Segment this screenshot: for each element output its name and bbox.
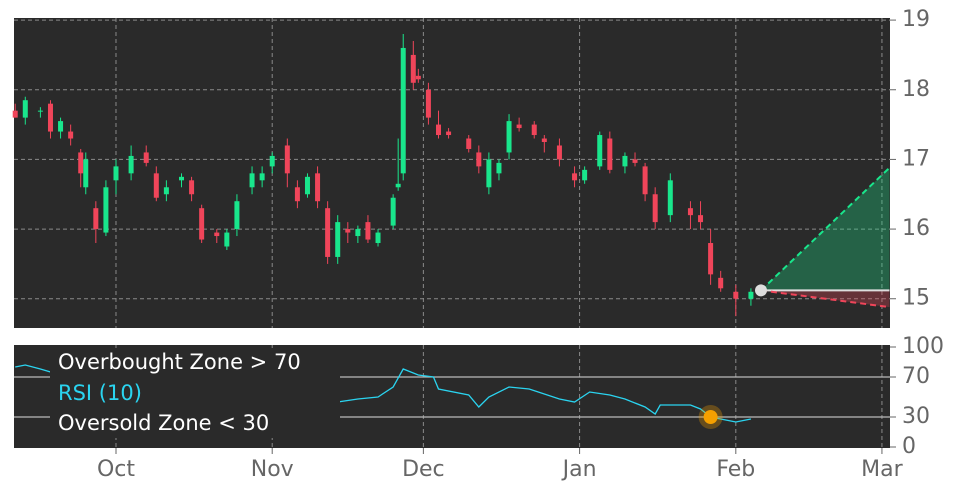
candle-body	[607, 138, 613, 170]
legend-overbought: Overbought Zone > 70	[58, 350, 301, 374]
legend-oversold: Oversold Zone < 30	[58, 411, 269, 435]
candle-body	[249, 173, 255, 188]
candle-body	[58, 121, 64, 132]
x-tick-label: Feb	[716, 457, 755, 482]
y-tick-label: 16	[902, 216, 930, 241]
candle-body	[269, 155, 275, 167]
candle-body	[733, 291, 739, 299]
candle-body	[335, 222, 341, 257]
candle-body	[556, 145, 562, 160]
candle-body	[516, 124, 522, 129]
candle-body	[531, 124, 537, 136]
candle-body	[718, 277, 724, 289]
candle-body	[400, 47, 406, 174]
candle-body	[103, 187, 109, 233]
candle-body	[415, 75, 421, 80]
candle-body	[506, 121, 512, 153]
candle-body	[153, 173, 159, 198]
candle-body	[47, 103, 53, 132]
x-tick-label: Jan	[561, 457, 597, 482]
forecast-lower	[760, 289, 890, 309]
candle-body	[425, 89, 431, 118]
legend-box	[50, 348, 340, 438]
candle-body	[582, 169, 588, 181]
x-tick-label: Mar	[861, 457, 903, 482]
candle-body	[622, 155, 628, 167]
candle-body	[390, 197, 396, 226]
price-panel	[14, 18, 890, 328]
candle-body	[12, 110, 18, 118]
candle-body	[179, 176, 185, 181]
candle-body	[163, 187, 169, 195]
candle-body	[22, 100, 28, 118]
candle-body	[304, 176, 310, 195]
candle-body	[466, 138, 472, 149]
y-tick-label: 70	[902, 364, 930, 389]
candle-body	[224, 232, 230, 247]
candle-body	[68, 131, 74, 139]
marker	[703, 410, 718, 424]
candle-body	[597, 135, 603, 167]
candle-body	[355, 229, 361, 237]
candle-body	[259, 173, 265, 181]
candle-body	[294, 187, 300, 202]
candle-body	[410, 54, 416, 83]
candle-body	[37, 110, 43, 112]
y-tick-label: 17	[902, 146, 930, 171]
last-close	[754, 284, 767, 297]
candle-body	[486, 159, 492, 188]
candle-body	[642, 166, 648, 195]
candle-body	[325, 208, 331, 257]
candle-body	[284, 145, 290, 174]
candle-body	[214, 232, 220, 237]
candle-body	[234, 201, 240, 230]
candle-body	[189, 180, 195, 195]
candle-body	[345, 229, 351, 233]
candle-body	[687, 208, 693, 216]
candle-body	[446, 131, 452, 136]
candle-body	[541, 138, 547, 142]
candle-body	[83, 159, 89, 188]
legend-rsi: RSI (10)	[58, 381, 142, 405]
y-tick-label: 0	[902, 434, 916, 459]
candle-body	[199, 208, 205, 240]
candle-body	[78, 152, 84, 174]
candle-body	[395, 183, 401, 188]
candle-body	[572, 173, 578, 181]
candle-body	[698, 215, 704, 223]
x-tick-label: Dec	[402, 457, 445, 482]
candle-body	[143, 152, 149, 163]
y-tick-label: 30	[902, 404, 930, 429]
candle-body	[476, 152, 482, 167]
candle-body	[652, 194, 658, 223]
price-layer	[12, 18, 891, 328]
y-tick-label: 15	[902, 286, 930, 311]
rsi-layer: Overbought Zone > 70 RSI (10) Oversold Zon…	[14, 345, 890, 448]
candle-body	[435, 124, 441, 136]
candle-body	[708, 243, 714, 275]
candle-body	[128, 155, 134, 174]
candle-body	[496, 162, 502, 174]
candle-body	[315, 173, 321, 202]
candle-body	[748, 291, 754, 299]
candle-body	[667, 180, 673, 216]
candle-body	[375, 232, 381, 244]
y-tick-label: 100	[902, 334, 944, 359]
y-tick-label: 18	[902, 77, 930, 102]
candle-body	[113, 166, 119, 181]
candle-body	[93, 208, 99, 230]
y-tick-label: 19	[902, 7, 930, 32]
candle-body	[365, 222, 371, 240]
candle-body	[632, 159, 638, 163]
x-tick-label: Nov	[251, 457, 294, 482]
x-tick-label: Oct	[97, 457, 135, 482]
